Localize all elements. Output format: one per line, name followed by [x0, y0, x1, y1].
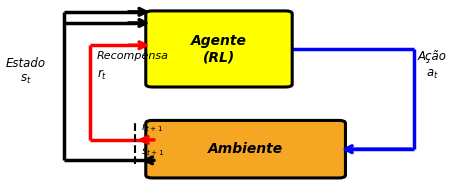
- FancyBboxPatch shape: [146, 120, 346, 178]
- Text: $s_{t+1}$: $s_{t+1}$: [141, 147, 165, 158]
- FancyBboxPatch shape: [146, 11, 292, 87]
- Text: $r_t$: $r_t$: [97, 68, 107, 82]
- Text: Estado
$s_t$: Estado $s_t$: [6, 57, 46, 86]
- Text: Ação: Ação: [418, 50, 446, 63]
- Text: $a_t$: $a_t$: [426, 68, 438, 82]
- Text: $r_{t+1}$: $r_{t+1}$: [141, 122, 163, 134]
- Text: Agente
(RL): Agente (RL): [191, 34, 247, 64]
- Text: Ambiente: Ambiente: [208, 142, 283, 156]
- Text: Recompensa: Recompensa: [97, 51, 169, 61]
